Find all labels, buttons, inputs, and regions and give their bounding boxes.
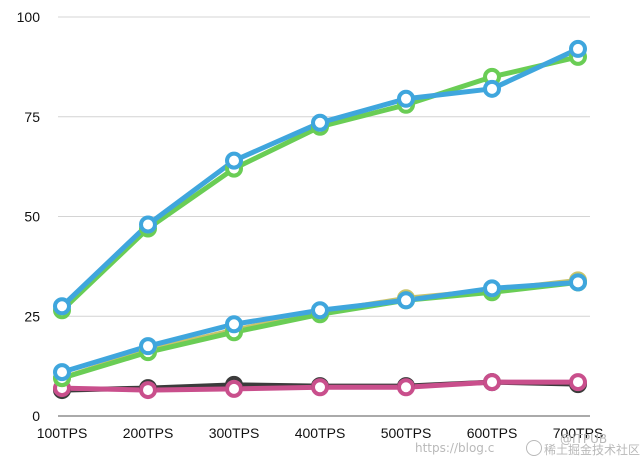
x-tick-label: 200TPS: [123, 425, 174, 441]
watermark-logo-icon: [526, 440, 542, 456]
y-axis-tick-labels: 0 25 50 75 100: [17, 9, 41, 424]
x-tick-label: 600TPS: [467, 425, 518, 441]
series-point-4-5: [483, 279, 501, 298]
series-markers: [53, 39, 587, 400]
watermark-brand: 稀土掘金技术社区: [544, 443, 640, 457]
y-tick-label: 75: [24, 109, 40, 125]
series-point-1-4: [397, 378, 415, 397]
series-line-4: [59, 279, 581, 375]
series-point-4-4: [397, 291, 415, 310]
y-tick-label: 25: [24, 308, 40, 324]
watermark-overlay: @ITPUB: [560, 432, 608, 446]
series-line-3: [59, 279, 581, 381]
series-line-2: [59, 277, 581, 381]
y-tick-label: 0: [32, 408, 40, 424]
series-line-5: [59, 54, 581, 313]
y-tick-label: 100: [17, 9, 41, 25]
y-tick-label: 50: [24, 209, 40, 225]
x-tick-label: 500TPS: [381, 425, 432, 441]
series-point-6-6: [569, 39, 587, 58]
watermark-url: https://blog.c: [415, 441, 495, 455]
x-tick-label: 100TPS: [37, 425, 88, 441]
series-point-1-6: [569, 373, 587, 392]
series-point-1-1: [139, 381, 157, 400]
series-point-6-4: [397, 89, 415, 108]
series-point-4-1: [139, 337, 157, 356]
series-point-1-3: [311, 378, 329, 397]
series-lines: [59, 46, 581, 393]
x-axis-tick-labels: 100TPS 200TPS 300TPS 400TPS 500TPS 600TPS 700T…: [37, 425, 604, 441]
series-point-1-2: [225, 379, 243, 398]
series-point-4-6: [569, 273, 587, 292]
series-point-6-0: [53, 297, 71, 316]
x-tick-label: 300TPS: [209, 425, 260, 441]
series-point-6-1: [139, 215, 157, 234]
series-point-4-2: [225, 315, 243, 334]
series-point-6-5: [483, 79, 501, 98]
series-point-1-5: [483, 373, 501, 392]
series-point-4-0: [53, 363, 71, 382]
series-point-6-3: [311, 113, 329, 132]
series-point-4-3: [311, 301, 329, 320]
series-point-6-2: [225, 151, 243, 170]
x-tick-label: 700TPS: [553, 425, 604, 441]
x-tick-label: 400TPS: [295, 425, 346, 441]
